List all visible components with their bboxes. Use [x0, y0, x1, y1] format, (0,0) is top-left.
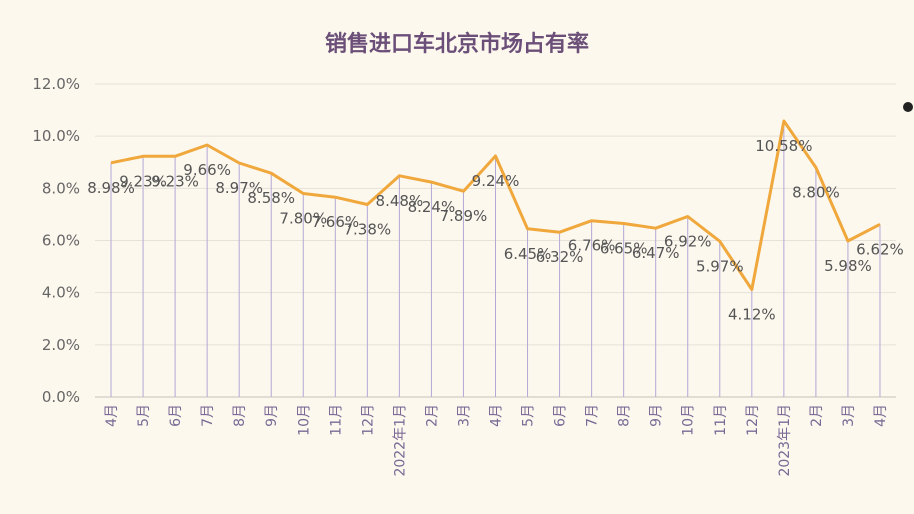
data-label: 9.24% [472, 172, 520, 190]
x-tick-label: 2022年1月 [392, 404, 408, 477]
y-tick-label: 2.0% [42, 336, 80, 354]
x-tick-label: 2023年1月 [777, 404, 793, 477]
x-tick-label: 6月 [553, 404, 569, 427]
chart-title: 销售进口车北京市场占有率 [324, 32, 589, 57]
x-tick-label: 9月 [649, 404, 665, 427]
x-tick-label: 6月 [168, 404, 184, 427]
x-tick-label: 10月 [296, 404, 312, 436]
data-label: 8.98% [87, 179, 135, 197]
x-tick-label: 4月 [873, 404, 889, 427]
x-tick-label: 10月 [681, 404, 697, 436]
data-label: 8.48% [376, 192, 424, 210]
data-label: 4.12% [728, 306, 776, 324]
data-label: 5.98% [824, 257, 872, 275]
data-label: 8.80% [792, 183, 840, 201]
y-tick-label: 6.0% [42, 232, 80, 250]
series-line [110, 119, 881, 291]
x-tick-label: 5月 [136, 404, 152, 427]
data-label: 7.80% [279, 210, 327, 228]
data-label: 6.92% [664, 233, 712, 251]
data-label: 8.24% [408, 198, 456, 216]
x-tick-label: 7月 [200, 404, 216, 427]
data-label: 7.89% [440, 207, 488, 225]
x-tick-label: 2月 [809, 404, 825, 427]
x-tick-label: 7月 [585, 404, 601, 427]
data-label: 9.66% [183, 161, 231, 179]
x-tick-label: 8月 [617, 404, 633, 427]
x-tick-label: 11月 [713, 404, 729, 436]
data-label: 5.97% [696, 257, 744, 275]
data-label: 7.66% [311, 213, 359, 231]
x-tick-label: 4月 [104, 404, 120, 427]
x-tick-label: 12月 [360, 404, 376, 436]
y-tick-label: 4.0% [42, 284, 80, 302]
data-label: 6.62% [856, 240, 904, 258]
x-tick-label: 12月 [745, 404, 761, 436]
y-tick-label: 10.0% [32, 127, 80, 145]
x-tick-label: 11月 [328, 404, 344, 436]
data-label: 6.76% [568, 237, 616, 255]
y-tick-label: 0.0% [42, 388, 80, 406]
data-label: 9.23% [119, 172, 167, 190]
data-label: 10.58% [755, 137, 812, 155]
x-tick-label: 3月 [841, 404, 857, 427]
x-tick-label: 3月 [456, 404, 472, 427]
x-tick-label: 4月 [489, 404, 505, 427]
data-label: 8.97% [215, 179, 263, 197]
x-tick-label: 9月 [264, 404, 280, 427]
data-label: 6.45% [504, 245, 552, 263]
x-tick-label: 2月 [424, 404, 440, 427]
data-label: 6.32% [536, 248, 584, 266]
y-tick-label: 8.0% [42, 179, 80, 197]
data-label: 8.58% [247, 189, 295, 207]
data-label: 9.23% [151, 172, 199, 190]
decorative-dot [903, 102, 913, 112]
data-label: 7.38% [344, 221, 392, 239]
y-tick-label: 12.0% [32, 75, 80, 93]
data-label: 6.47% [632, 244, 680, 262]
data-label: 6.65% [600, 240, 648, 258]
x-tick-label: 8月 [232, 404, 248, 427]
x-tick-label: 5月 [521, 404, 537, 427]
